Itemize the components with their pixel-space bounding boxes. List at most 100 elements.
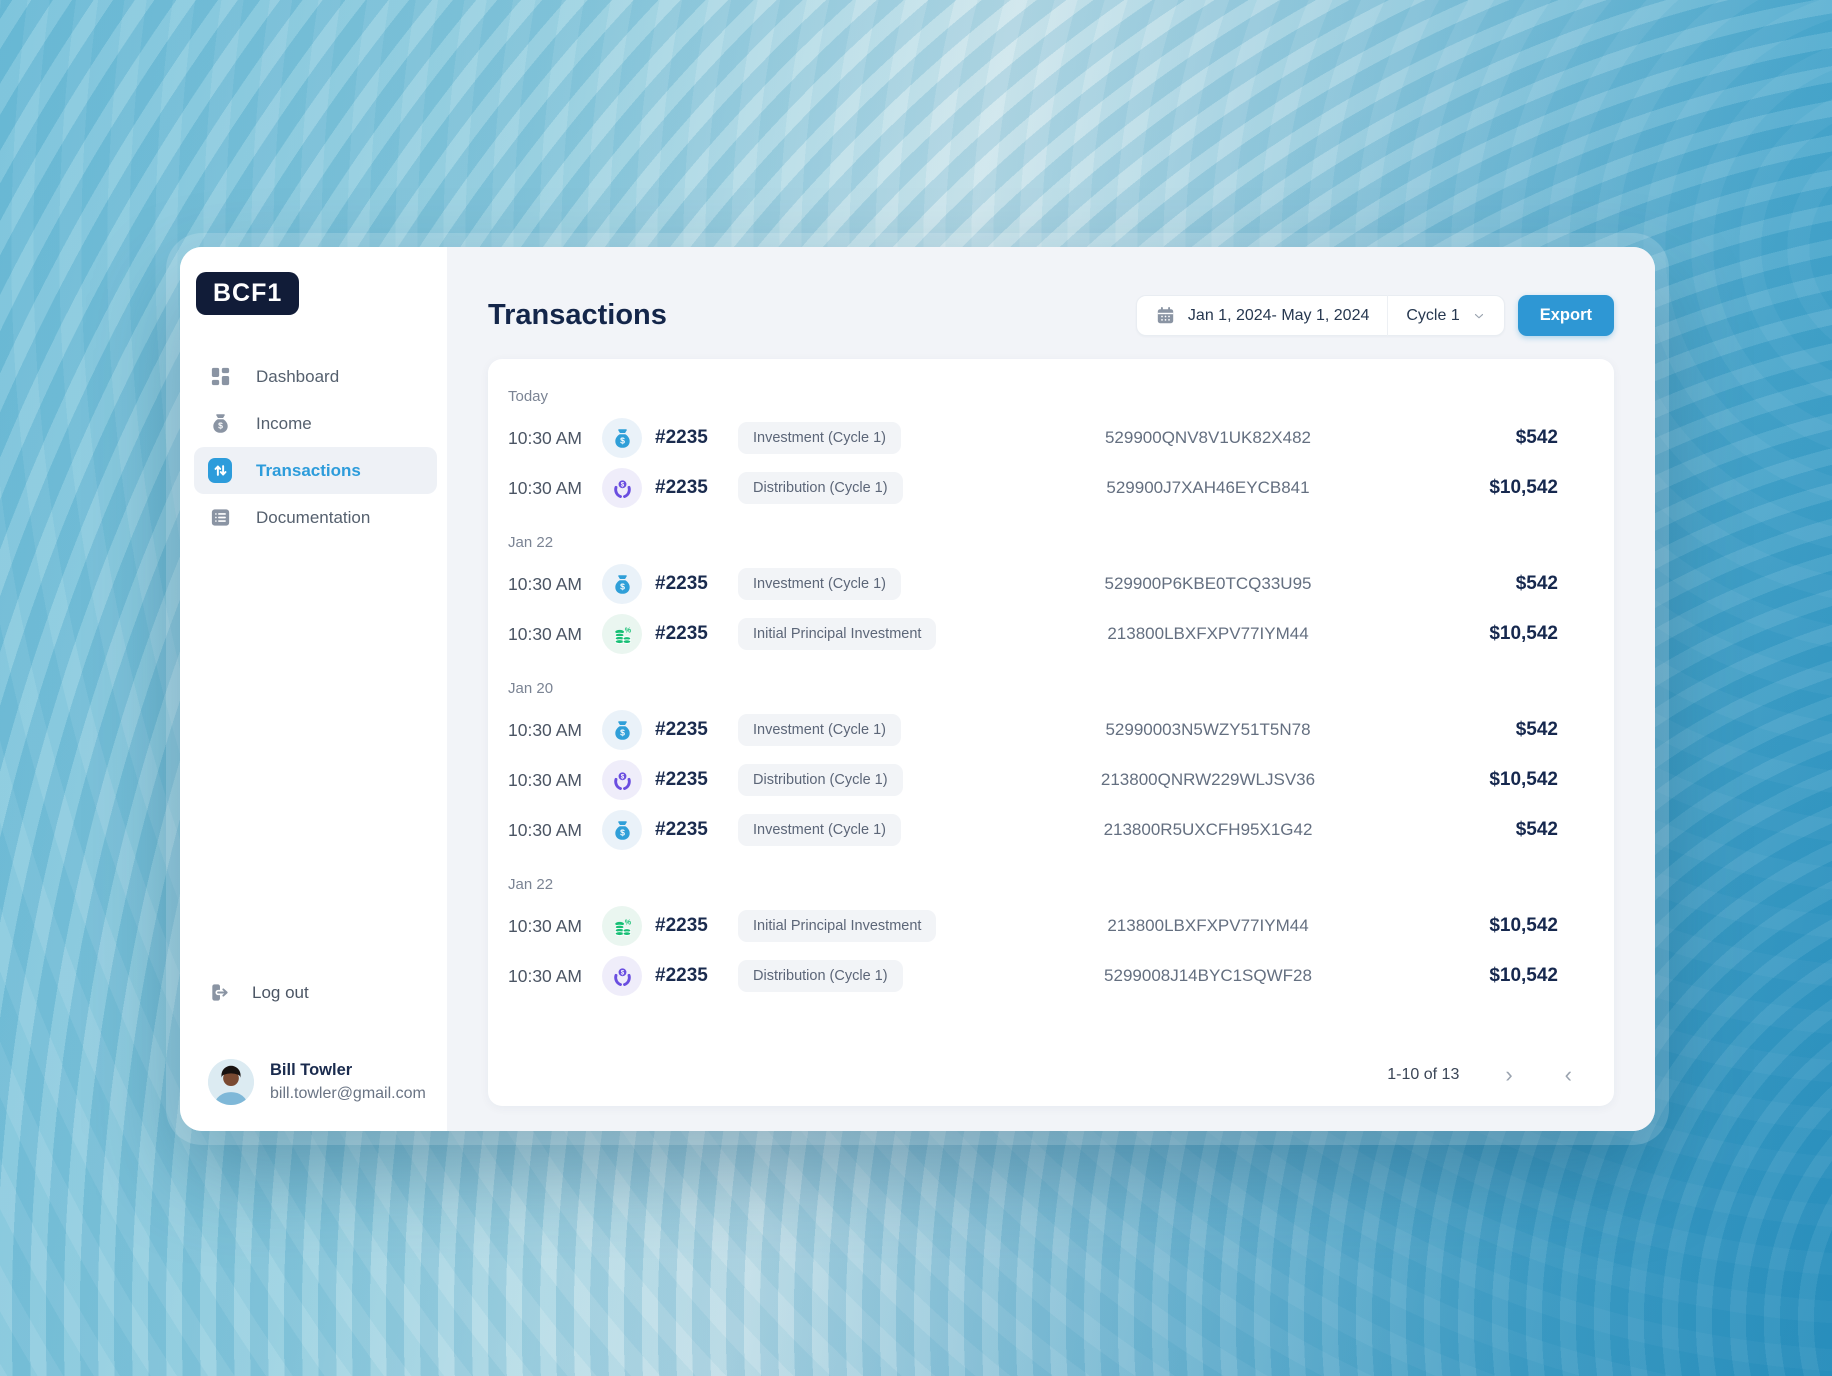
row-icon xyxy=(602,418,642,458)
row-tx-id: 529900QNV8V1UK82X482 xyxy=(1104,428,1312,447)
main-content: Transactions Jan 1, 2024- May 1, 2024 Cy… xyxy=(447,247,1655,1131)
row-ref: #2235 xyxy=(655,769,708,790)
filter-group: Jan 1, 2024- May 1, 2024 Cycle 1 xyxy=(1135,295,1505,336)
row-ref: #2235 xyxy=(655,427,708,448)
header-controls: Jan 1, 2024- May 1, 2024 Cycle 1 Export xyxy=(1135,295,1614,336)
transaction-row[interactable]: 10:30 AM #2235 Distribution (Cycle 1) 21… xyxy=(488,755,1614,805)
transaction-row[interactable]: 10:30 AM #2235 Investment (Cycle 1) 5299… xyxy=(488,705,1614,755)
row-amount: $10,542 xyxy=(1489,623,1558,644)
divider xyxy=(1387,295,1389,336)
sidebar-item-documentation[interactable]: Documentation xyxy=(194,494,437,541)
group-date-label: Jan 22 xyxy=(508,875,554,893)
prev-page-button[interactable]: ‹ xyxy=(1559,1062,1578,1088)
date-range-picker[interactable]: Jan 1, 2024- May 1, 2024 xyxy=(1137,296,1387,335)
user-profile: Bill Towler bill.towler@gmail.com xyxy=(208,1059,447,1105)
sidebar-item-label: Income xyxy=(256,413,312,433)
sidebar-item-label: Transactions xyxy=(256,460,361,480)
row-tx-id: 529900J7XAH46EYCB841 xyxy=(1106,478,1310,497)
row-tx-id: 213800LBXFXPV77IYM44 xyxy=(1107,624,1309,643)
row-amount: $542 xyxy=(1515,427,1558,448)
group-date-label: Jan 20 xyxy=(508,679,554,697)
transaction-group: Jan 20 10:30 AM #2235 Investment (Cycle … xyxy=(488,675,1614,855)
row-icon xyxy=(602,564,642,604)
calendar-icon xyxy=(1155,305,1176,326)
transaction-row[interactable]: 10:30 AM #2235 Investment (Cycle 1) 5299… xyxy=(488,559,1614,609)
transaction-row[interactable]: 10:30 AM #2235 Initial Principal Investm… xyxy=(488,901,1614,951)
row-amount: $542 xyxy=(1515,573,1558,594)
row-type-badge: Initial Principal Investment xyxy=(738,618,937,650)
group-rows: 10:30 AM #2235 Investment (Cycle 1) 5299… xyxy=(488,413,1614,513)
principal-coins-icon xyxy=(614,917,632,936)
row-time: 10:30 AM xyxy=(508,769,582,790)
pagination: 1-10 of 13 › ‹ xyxy=(488,1044,1614,1106)
group-date-label: Jan 22 xyxy=(508,533,554,551)
row-time: 10:30 AM xyxy=(508,819,582,840)
row-type-badge: Distribution (Cycle 1) xyxy=(738,472,903,504)
row-type-badge: Initial Principal Investment xyxy=(738,910,937,942)
row-amount: $542 xyxy=(1515,719,1558,740)
row-ref: #2235 xyxy=(655,573,708,594)
row-amount: $10,542 xyxy=(1489,965,1558,986)
investment-money-bag-icon xyxy=(614,820,630,840)
row-ref: #2235 xyxy=(655,477,708,498)
row-tx-id: 529900P6KBE0TCQ33U95 xyxy=(1104,574,1312,593)
row-icon xyxy=(602,956,642,996)
row-icon xyxy=(602,760,642,800)
row-amount: $10,542 xyxy=(1489,915,1558,936)
date-range-value: Jan 1, 2024- May 1, 2024 xyxy=(1187,306,1370,324)
transactions-arrows-icon xyxy=(208,458,232,483)
row-icon xyxy=(602,906,642,946)
investment-money-bag-icon xyxy=(614,574,630,594)
investment-money-bag-icon xyxy=(614,720,630,740)
transaction-row[interactable]: 10:30 AM #2235 Distribution (Cycle 1) 52… xyxy=(488,463,1614,513)
row-type-badge: Investment (Cycle 1) xyxy=(738,814,901,846)
group-rows: 10:30 AM #2235 Initial Principal Investm… xyxy=(488,901,1614,1001)
distribution-hands-icon xyxy=(613,478,631,498)
row-time: 10:30 AM xyxy=(508,573,582,594)
row-tx-id: 52990003N5WZY51T5N78 xyxy=(1105,720,1311,739)
row-type-badge: Distribution (Cycle 1) xyxy=(738,764,903,796)
transaction-row[interactable]: 10:30 AM #2235 Investment (Cycle 1) 5299… xyxy=(488,413,1614,463)
cycle-value: Cycle 1 xyxy=(1406,306,1460,324)
document-list-icon xyxy=(208,506,232,530)
row-time: 10:30 AM xyxy=(508,915,582,936)
logout-icon xyxy=(208,981,232,1005)
distribution-hands-icon xyxy=(613,966,631,986)
group-rows: 10:30 AM #2235 Investment (Cycle 1) 5299… xyxy=(488,705,1614,855)
row-type-badge: Investment (Cycle 1) xyxy=(738,422,901,454)
avatar xyxy=(208,1059,254,1105)
sidebar-item-income[interactable]: Income xyxy=(194,400,437,447)
app-logo: BCF1 xyxy=(196,272,300,315)
row-time: 10:30 AM xyxy=(508,623,582,644)
cycle-select[interactable]: Cycle 1 xyxy=(1388,296,1503,335)
row-tx-id: 213800QNRW229WLJSV36 xyxy=(1100,770,1316,789)
export-button[interactable]: Export xyxy=(1517,295,1614,336)
row-time: 10:30 AM xyxy=(508,719,582,740)
row-time: 10:30 AM xyxy=(508,427,582,448)
sidebar-item-transactions[interactable]: Transactions xyxy=(194,447,437,494)
transaction-row[interactable]: 10:30 AM #2235 Investment (Cycle 1) 2138… xyxy=(488,805,1614,855)
sidebar-item-dashboard[interactable]: Dashboard xyxy=(194,353,437,400)
transactions-card: Today 10:30 AM #2235 Investment (Cycle 1… xyxy=(488,359,1614,1106)
row-icon xyxy=(602,468,642,508)
app-window: BCF1 Dashboard Income Transactions xyxy=(180,247,1655,1131)
group-date-label: Today xyxy=(508,387,549,405)
row-icon xyxy=(602,614,642,654)
sidebar-item-label: Documentation xyxy=(256,507,371,527)
row-tx-id: 213800LBXFXPV77IYM44 xyxy=(1107,916,1309,935)
row-time: 10:30 AM xyxy=(508,477,582,498)
transaction-row[interactable]: 10:30 AM #2235 Initial Principal Investm… xyxy=(488,609,1614,659)
sidebar-item-label: Dashboard xyxy=(256,366,340,386)
transaction-group: Jan 22 10:30 AM #2235 Initial Principal … xyxy=(488,871,1614,1001)
next-page-button[interactable]: › xyxy=(1499,1062,1518,1088)
user-email: bill.towler@gmail.com xyxy=(270,1085,426,1102)
transaction-row[interactable]: 10:30 AM #2235 Distribution (Cycle 1) 52… xyxy=(488,951,1614,1001)
row-type-badge: Investment (Cycle 1) xyxy=(738,568,901,600)
row-tx-id: 213800R5UXCFH95X1G42 xyxy=(1103,820,1313,839)
logout-button[interactable]: Log out xyxy=(208,981,447,1005)
row-amount: $10,542 xyxy=(1489,477,1558,498)
row-ref: #2235 xyxy=(655,915,708,936)
row-amount: $542 xyxy=(1515,819,1558,840)
user-name: Bill Towler xyxy=(270,1061,353,1079)
page-header: Transactions Jan 1, 2024- May 1, 2024 Cy… xyxy=(488,295,1614,336)
